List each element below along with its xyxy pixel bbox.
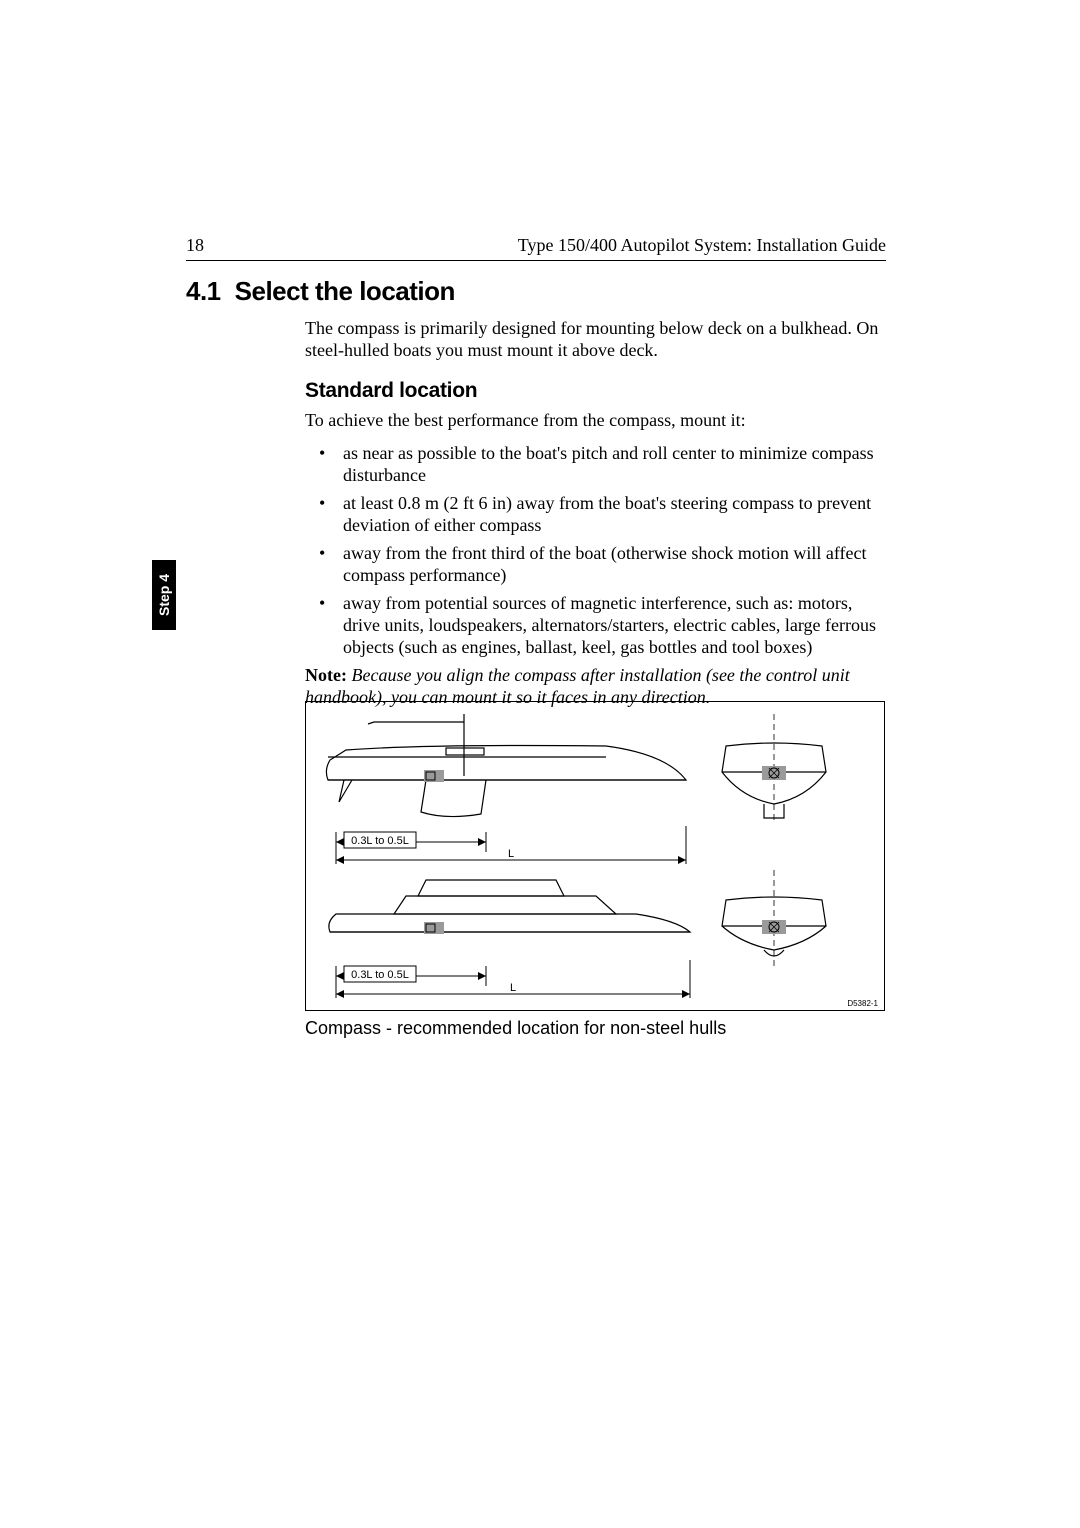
list-item: at least 0.8 m (2 ft 6 in) away from the… xyxy=(305,493,885,537)
figure: 0.3L to 0.5L L xyxy=(305,701,885,1011)
page: 18 Type 150/400 Autopilot System: Instal… xyxy=(0,0,1080,1528)
page-number: 18 xyxy=(186,235,204,256)
section-heading: 4.1 Select the location xyxy=(186,276,455,307)
step-tab: Step 4 xyxy=(152,560,176,630)
running-title: Type 150/400 Autopilot System: Installat… xyxy=(518,235,886,256)
sub-lead: To achieve the best performance from the… xyxy=(305,410,885,432)
figure-caption: Compass - recommended location for non-s… xyxy=(305,1018,726,1039)
running-header: 18 Type 150/400 Autopilot System: Instal… xyxy=(186,235,886,261)
list-item: away from potential sources of magnetic … xyxy=(305,593,885,659)
bullet-list: as near as possible to the boat's pitch … xyxy=(305,443,885,659)
list-item: as near as possible to the boat's pitch … xyxy=(305,443,885,487)
note-label: Note: xyxy=(305,665,347,685)
step-tab-label: Step 4 xyxy=(156,574,172,616)
intro-paragraph: The compass is primarily designed for mo… xyxy=(305,318,885,362)
fig-range-2: 0.3L to 0.5L xyxy=(351,969,409,981)
boat-diagram-svg: 0.3L to 0.5L L xyxy=(306,702,886,1012)
sub-heading: Standard location xyxy=(305,378,885,404)
figure-id: D5382-1 xyxy=(847,999,878,1008)
list-item: away from the front third of the boat (o… xyxy=(305,543,885,587)
fig-range-1: 0.3L to 0.5L xyxy=(351,835,409,847)
section-number: 4.1 xyxy=(186,276,221,306)
body-column: The compass is primarily designed for mo… xyxy=(305,318,885,721)
fig-L-2: L xyxy=(510,982,516,994)
section-title: Select the location xyxy=(235,276,455,306)
fig-L-1: L xyxy=(508,848,514,860)
